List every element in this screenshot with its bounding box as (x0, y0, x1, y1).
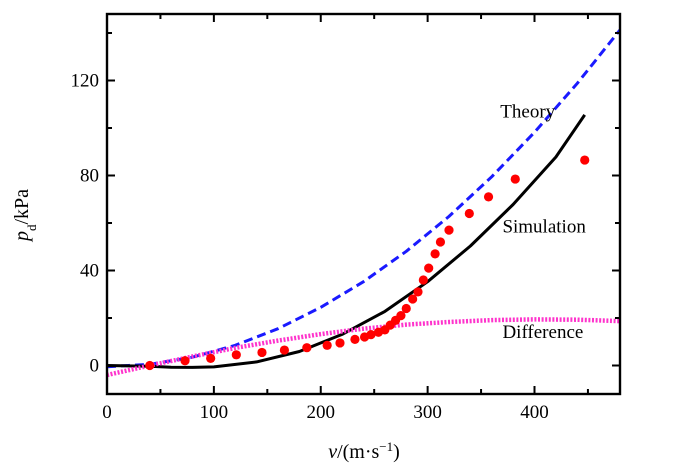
simulation-point (302, 343, 312, 353)
ticks-layer (107, 14, 620, 394)
simulation-point (424, 263, 434, 273)
simulation-point (145, 360, 155, 371)
difference-label: Difference (502, 322, 583, 343)
simulation-point (580, 155, 590, 165)
x-tick-label: 300 (413, 402, 442, 423)
simulation-point (180, 356, 190, 366)
x-tick-label: 200 (307, 402, 336, 423)
y-tick-label: 0 (90, 356, 100, 377)
y-tick-label: 80 (80, 166, 99, 187)
simulation-point (483, 192, 494, 202)
simulation-point (401, 303, 411, 314)
simulation-line (107, 114, 586, 369)
theory-line (107, 28, 620, 369)
y-axis-title: pd/kPa (11, 189, 39, 243)
simulation-point (335, 338, 345, 348)
simulation-point (231, 350, 241, 360)
simulation-point (350, 334, 360, 344)
tick-labels: 0 100 200 300 400 0 40 80 120 (71, 71, 549, 424)
simulation-point (408, 294, 418, 304)
x-tick-label: 100 (200, 402, 229, 423)
y-tick-label: 120 (71, 71, 100, 92)
simulation-point (444, 225, 454, 235)
x-tick-label: 0 (102, 402, 112, 423)
simulation-point (206, 353, 216, 363)
simulation-point (257, 347, 267, 358)
simulation-point (510, 174, 520, 184)
x-axis-title: v/(m·s−1) (328, 439, 400, 464)
simulation-point (464, 208, 474, 219)
simulation-label: Simulation (502, 217, 586, 238)
simulation-point (396, 311, 406, 321)
y-tick-label: 40 (80, 261, 99, 282)
series-layer (107, 28, 620, 378)
theory-label: Theory (500, 101, 555, 122)
simulation-point (435, 237, 446, 247)
simulation-point (366, 330, 376, 340)
x-tick-label: 400 (520, 402, 549, 423)
difference-line (107, 317, 620, 378)
simulation-point (430, 249, 440, 259)
annotations: Theory Simulation Difference (500, 101, 586, 343)
simulation-point (279, 345, 290, 355)
simulation-point (413, 287, 423, 297)
simulation-point (322, 340, 332, 350)
simulation-point (418, 275, 428, 285)
plot-frame (105, 12, 622, 396)
